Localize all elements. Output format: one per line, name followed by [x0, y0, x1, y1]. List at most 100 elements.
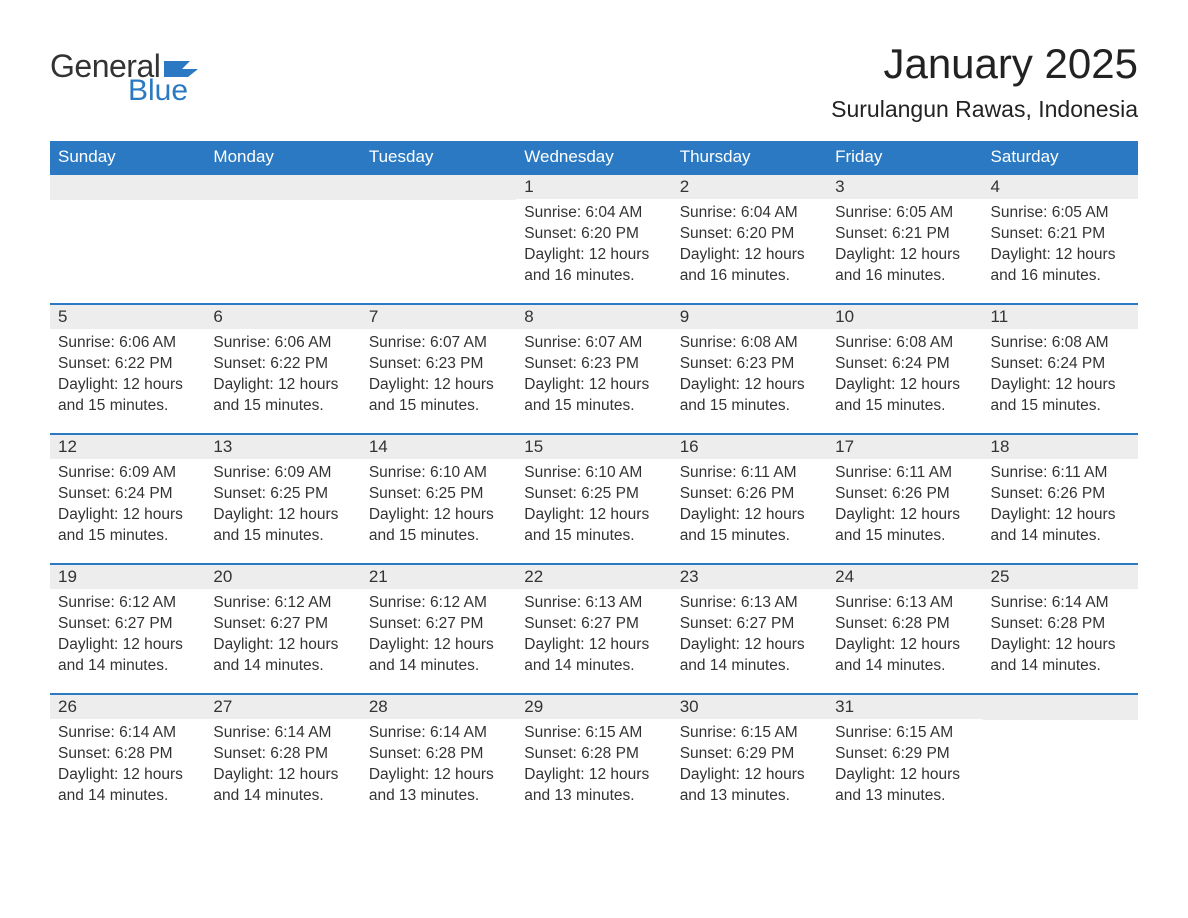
day-content: Sunrise: 6:12 AMSunset: 6:27 PMDaylight:…: [50, 589, 205, 685]
daylight-text: Daylight: 12 hours and 16 minutes.: [524, 245, 663, 287]
day-content: Sunrise: 6:07 AMSunset: 6:23 PMDaylight:…: [361, 329, 516, 425]
day-content: Sunrise: 6:12 AMSunset: 6:27 PMDaylight:…: [361, 589, 516, 685]
sunset-text: Sunset: 6:20 PM: [524, 224, 663, 245]
sunrise-text: Sunrise: 6:09 AM: [213, 463, 352, 484]
sunrise-text: Sunrise: 6:12 AM: [213, 593, 352, 614]
day-cell: 30Sunrise: 6:15 AMSunset: 6:29 PMDayligh…: [672, 693, 827, 823]
daylight-text: Daylight: 12 hours and 15 minutes.: [524, 505, 663, 547]
day-number: 10: [827, 303, 982, 329]
sunrise-text: Sunrise: 6:13 AM: [680, 593, 819, 614]
sunrise-text: Sunrise: 6:11 AM: [991, 463, 1130, 484]
sunset-text: Sunset: 6:28 PM: [213, 744, 352, 765]
sunset-text: Sunset: 6:21 PM: [991, 224, 1130, 245]
day-number: 31: [827, 693, 982, 719]
sunrise-text: Sunrise: 6:06 AM: [213, 333, 352, 354]
day-number: 12: [50, 433, 205, 459]
week-row: 5Sunrise: 6:06 AMSunset: 6:22 PMDaylight…: [50, 303, 1138, 433]
day-content: Sunrise: 6:15 AMSunset: 6:29 PMDaylight:…: [827, 719, 982, 815]
day-number: 1: [516, 173, 671, 199]
sunset-text: Sunset: 6:27 PM: [58, 614, 197, 635]
column-header: Tuesday: [361, 141, 516, 173]
day-cell: 17Sunrise: 6:11 AMSunset: 6:26 PMDayligh…: [827, 433, 982, 563]
sunrise-text: Sunrise: 6:05 AM: [991, 203, 1130, 224]
day-content: Sunrise: 6:15 AMSunset: 6:28 PMDaylight:…: [516, 719, 671, 815]
week-row: 19Sunrise: 6:12 AMSunset: 6:27 PMDayligh…: [50, 563, 1138, 693]
day-content: Sunrise: 6:04 AMSunset: 6:20 PMDaylight:…: [672, 199, 827, 295]
sunset-text: Sunset: 6:21 PM: [835, 224, 974, 245]
day-content: Sunrise: 6:13 AMSunset: 6:27 PMDaylight:…: [672, 589, 827, 685]
day-content: Sunrise: 6:11 AMSunset: 6:26 PMDaylight:…: [827, 459, 982, 555]
week-row: 26Sunrise: 6:14 AMSunset: 6:28 PMDayligh…: [50, 693, 1138, 823]
day-cell: 16Sunrise: 6:11 AMSunset: 6:26 PMDayligh…: [672, 433, 827, 563]
sunset-text: Sunset: 6:20 PM: [680, 224, 819, 245]
sunset-text: Sunset: 6:27 PM: [524, 614, 663, 635]
day-number: 26: [50, 693, 205, 719]
day-content: Sunrise: 6:15 AMSunset: 6:29 PMDaylight:…: [672, 719, 827, 815]
sunrise-text: Sunrise: 6:11 AM: [680, 463, 819, 484]
day-number: 2: [672, 173, 827, 199]
sunset-text: Sunset: 6:24 PM: [58, 484, 197, 505]
day-cell: 29Sunrise: 6:15 AMSunset: 6:28 PMDayligh…: [516, 693, 671, 823]
sunset-text: Sunset: 6:27 PM: [369, 614, 508, 635]
day-number: [983, 693, 1138, 720]
sunset-text: Sunset: 6:29 PM: [835, 744, 974, 765]
daylight-text: Daylight: 12 hours and 15 minutes.: [58, 505, 197, 547]
sunrise-text: Sunrise: 6:08 AM: [680, 333, 819, 354]
sunrise-text: Sunrise: 6:12 AM: [58, 593, 197, 614]
sunrise-text: Sunrise: 6:14 AM: [991, 593, 1130, 614]
day-cell: 7Sunrise: 6:07 AMSunset: 6:23 PMDaylight…: [361, 303, 516, 433]
daylight-text: Daylight: 12 hours and 14 minutes.: [369, 635, 508, 677]
day-cell: 14Sunrise: 6:10 AMSunset: 6:25 PMDayligh…: [361, 433, 516, 563]
day-cell: 28Sunrise: 6:14 AMSunset: 6:28 PMDayligh…: [361, 693, 516, 823]
sunrise-text: Sunrise: 6:08 AM: [991, 333, 1130, 354]
column-header: Wednesday: [516, 141, 671, 173]
day-number: 18: [983, 433, 1138, 459]
daylight-text: Daylight: 12 hours and 15 minutes.: [369, 375, 508, 417]
day-content: Sunrise: 6:14 AMSunset: 6:28 PMDaylight:…: [50, 719, 205, 815]
sunset-text: Sunset: 6:23 PM: [369, 354, 508, 375]
column-header: Sunday: [50, 141, 205, 173]
day-content: Sunrise: 6:10 AMSunset: 6:25 PMDaylight:…: [516, 459, 671, 555]
day-number: 9: [672, 303, 827, 329]
day-number: 11: [983, 303, 1138, 329]
day-cell: [50, 173, 205, 303]
day-cell: 6Sunrise: 6:06 AMSunset: 6:22 PMDaylight…: [205, 303, 360, 433]
day-cell: 27Sunrise: 6:14 AMSunset: 6:28 PMDayligh…: [205, 693, 360, 823]
column-header: Friday: [827, 141, 982, 173]
day-cell: 18Sunrise: 6:11 AMSunset: 6:26 PMDayligh…: [983, 433, 1138, 563]
logo-word2: Blue: [128, 76, 198, 106]
day-cell: 10Sunrise: 6:08 AMSunset: 6:24 PMDayligh…: [827, 303, 982, 433]
daylight-text: Daylight: 12 hours and 13 minutes.: [680, 765, 819, 807]
sunset-text: Sunset: 6:28 PM: [369, 744, 508, 765]
day-number: 28: [361, 693, 516, 719]
day-content: Sunrise: 6:11 AMSunset: 6:26 PMDaylight:…: [672, 459, 827, 555]
daylight-text: Daylight: 12 hours and 13 minutes.: [369, 765, 508, 807]
day-content: Sunrise: 6:13 AMSunset: 6:27 PMDaylight:…: [516, 589, 671, 685]
day-content: Sunrise: 6:14 AMSunset: 6:28 PMDaylight:…: [361, 719, 516, 815]
calendar-header-row: SundayMondayTuesdayWednesdayThursdayFrid…: [50, 141, 1138, 173]
day-number: 19: [50, 563, 205, 589]
day-number: 20: [205, 563, 360, 589]
sunset-text: Sunset: 6:27 PM: [680, 614, 819, 635]
day-content: Sunrise: 6:14 AMSunset: 6:28 PMDaylight:…: [205, 719, 360, 815]
calendar-table: SundayMondayTuesdayWednesdayThursdayFrid…: [50, 141, 1138, 823]
daylight-text: Daylight: 12 hours and 14 minutes.: [524, 635, 663, 677]
day-number: 24: [827, 563, 982, 589]
daylight-text: Daylight: 12 hours and 15 minutes.: [680, 505, 819, 547]
title-block: January 2025 Surulangun Rawas, Indonesia: [831, 40, 1138, 123]
day-cell: 3Sunrise: 6:05 AMSunset: 6:21 PMDaylight…: [827, 173, 982, 303]
daylight-text: Daylight: 12 hours and 14 minutes.: [991, 635, 1130, 677]
day-number: [50, 173, 205, 200]
day-number: 15: [516, 433, 671, 459]
day-number: 21: [361, 563, 516, 589]
day-cell: 11Sunrise: 6:08 AMSunset: 6:24 PMDayligh…: [983, 303, 1138, 433]
week-row: 1Sunrise: 6:04 AMSunset: 6:20 PMDaylight…: [50, 173, 1138, 303]
day-number: 16: [672, 433, 827, 459]
day-cell: 23Sunrise: 6:13 AMSunset: 6:27 PMDayligh…: [672, 563, 827, 693]
day-cell: 22Sunrise: 6:13 AMSunset: 6:27 PMDayligh…: [516, 563, 671, 693]
day-content: Sunrise: 6:05 AMSunset: 6:21 PMDaylight:…: [983, 199, 1138, 295]
day-content: Sunrise: 6:08 AMSunset: 6:24 PMDaylight:…: [983, 329, 1138, 425]
day-cell: 4Sunrise: 6:05 AMSunset: 6:21 PMDaylight…: [983, 173, 1138, 303]
daylight-text: Daylight: 12 hours and 15 minutes.: [213, 505, 352, 547]
day-cell: [361, 173, 516, 303]
